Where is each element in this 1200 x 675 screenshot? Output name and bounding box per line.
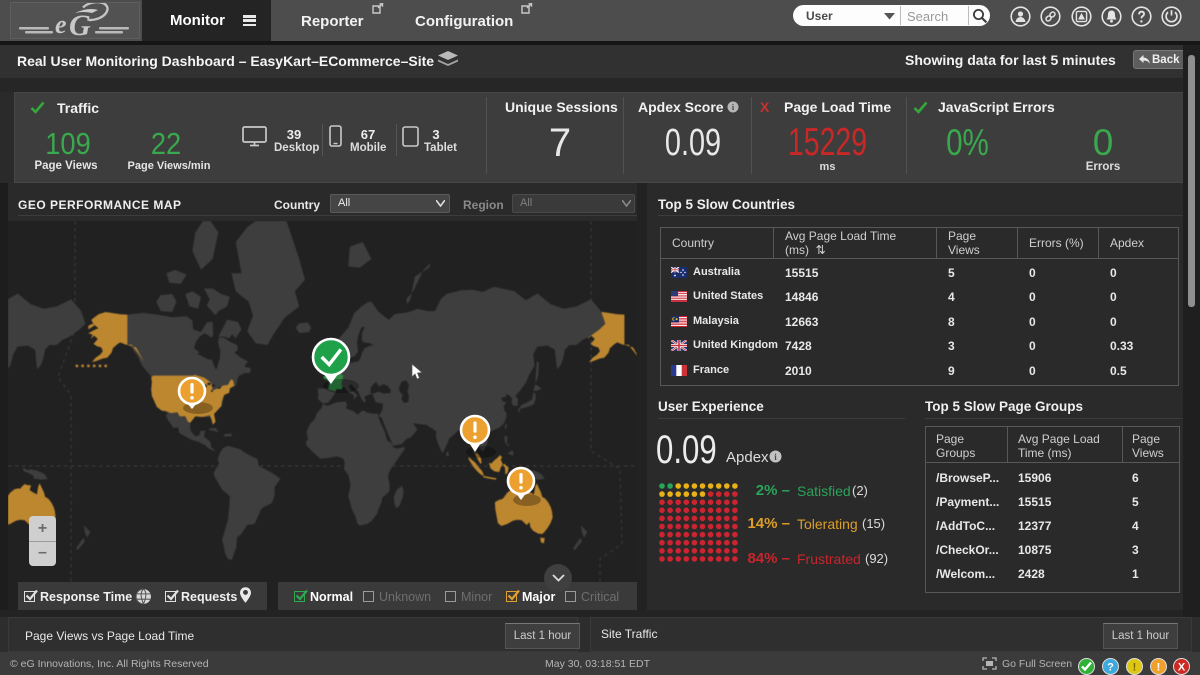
svg-text:G: G <box>69 9 91 38</box>
svg-text:i: i <box>774 452 777 462</box>
svg-text:!: ! <box>1132 661 1136 673</box>
svg-text:e: e <box>55 10 67 38</box>
svg-text:!: ! <box>1156 661 1160 673</box>
svg-text:X: X <box>1177 661 1185 673</box>
svg-text:?: ? <box>1107 661 1114 673</box>
svg-text:i: i <box>732 103 735 112</box>
